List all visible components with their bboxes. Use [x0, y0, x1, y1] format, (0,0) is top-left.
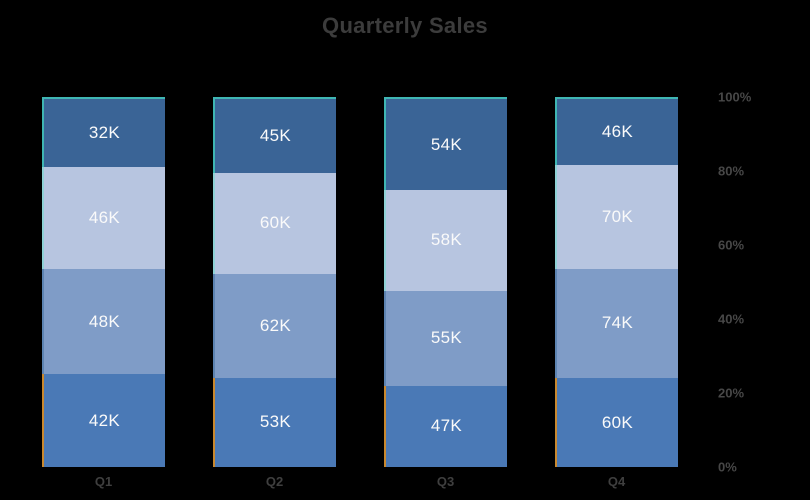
segment-value-label: 32K [88, 123, 121, 143]
x-axis-label-q1: Q1 [94, 474, 113, 489]
y-axis-tick-80: 80% [718, 163, 745, 179]
segment-value-label: 60K [259, 213, 292, 233]
y-axis: 0% 20% 40% 60% 80% 100% [718, 90, 798, 475]
bar-q1-segment-bottom[interactable]: 42K [42, 374, 165, 467]
bar-q4-segment-top[interactable]: 46K [555, 97, 678, 166]
bar-q3-segment-bottom[interactable]: 47K [384, 385, 507, 467]
x-axis-label-q2: Q2 [265, 474, 284, 489]
bar-q2[interactable]: 45K 60K 62K 53K [213, 97, 336, 467]
segment-value-label: 62K [259, 315, 292, 335]
bar-q4-segment-bottom[interactable]: 60K [555, 378, 678, 467]
y-axis-tick-60: 60% [718, 237, 745, 253]
segment-value-label: 45K [259, 125, 292, 145]
segment-value-label: 58K [430, 230, 463, 250]
segment-value-label: 46K [88, 208, 121, 228]
y-axis-tick-0: 0% [718, 459, 737, 475]
segment-value-label: 42K [88, 410, 121, 430]
bar-q4-segment-upper-mid[interactable]: 70K [555, 165, 678, 269]
plot-area: 32K 46K 48K 42K 45K 60K 62K 53K 54K 58K … [42, 90, 751, 489]
bar-q4-segment-lower-mid[interactable]: 74K [555, 268, 678, 379]
segment-value-label: 60K [601, 412, 634, 432]
bar-q4[interactable]: 46K 70K 74K 60K [555, 97, 678, 467]
bar-q1-segment-upper-mid[interactable]: 46K [42, 167, 165, 269]
segment-value-label: 46K [601, 122, 634, 142]
segment-value-label: 53K [259, 412, 292, 432]
bar-q3[interactable]: 54K 58K 55K 47K [384, 97, 507, 467]
segment-value-label: 54K [430, 134, 463, 154]
x-axis-label-q4: Q4 [607, 474, 626, 489]
x-axis-label-q3: Q3 [436, 474, 455, 489]
bar-q1-segment-top[interactable]: 32K [42, 97, 165, 168]
bar-q3-segment-lower-mid[interactable]: 55K [384, 290, 507, 386]
bar-q2-segment-upper-mid[interactable]: 60K [213, 172, 336, 274]
bar-q1[interactable]: 32K 46K 48K 42K [42, 97, 165, 467]
y-axis-tick-40: 40% [718, 311, 745, 327]
segment-value-label: 55K [430, 328, 463, 348]
bar-q2-segment-bottom[interactable]: 53K [213, 377, 336, 467]
y-axis-tick-100: 100% [718, 89, 752, 105]
bar-q3-segment-upper-mid[interactable]: 58K [384, 190, 507, 291]
segment-value-label: 70K [601, 206, 634, 226]
segment-value-label: 74K [601, 313, 634, 333]
y-axis-tick-20: 20% [718, 385, 745, 401]
bar-q3-segment-top[interactable]: 54K [384, 97, 507, 191]
bar-q2-segment-lower-mid[interactable]: 62K [213, 273, 336, 378]
chart-title: Quarterly Sales [322, 13, 488, 38]
bar-q1-segment-lower-mid[interactable]: 48K [42, 268, 165, 375]
bar-q2-segment-top[interactable]: 45K [213, 97, 336, 173]
segment-value-label: 48K [88, 311, 121, 331]
segment-value-label: 47K [430, 416, 463, 436]
